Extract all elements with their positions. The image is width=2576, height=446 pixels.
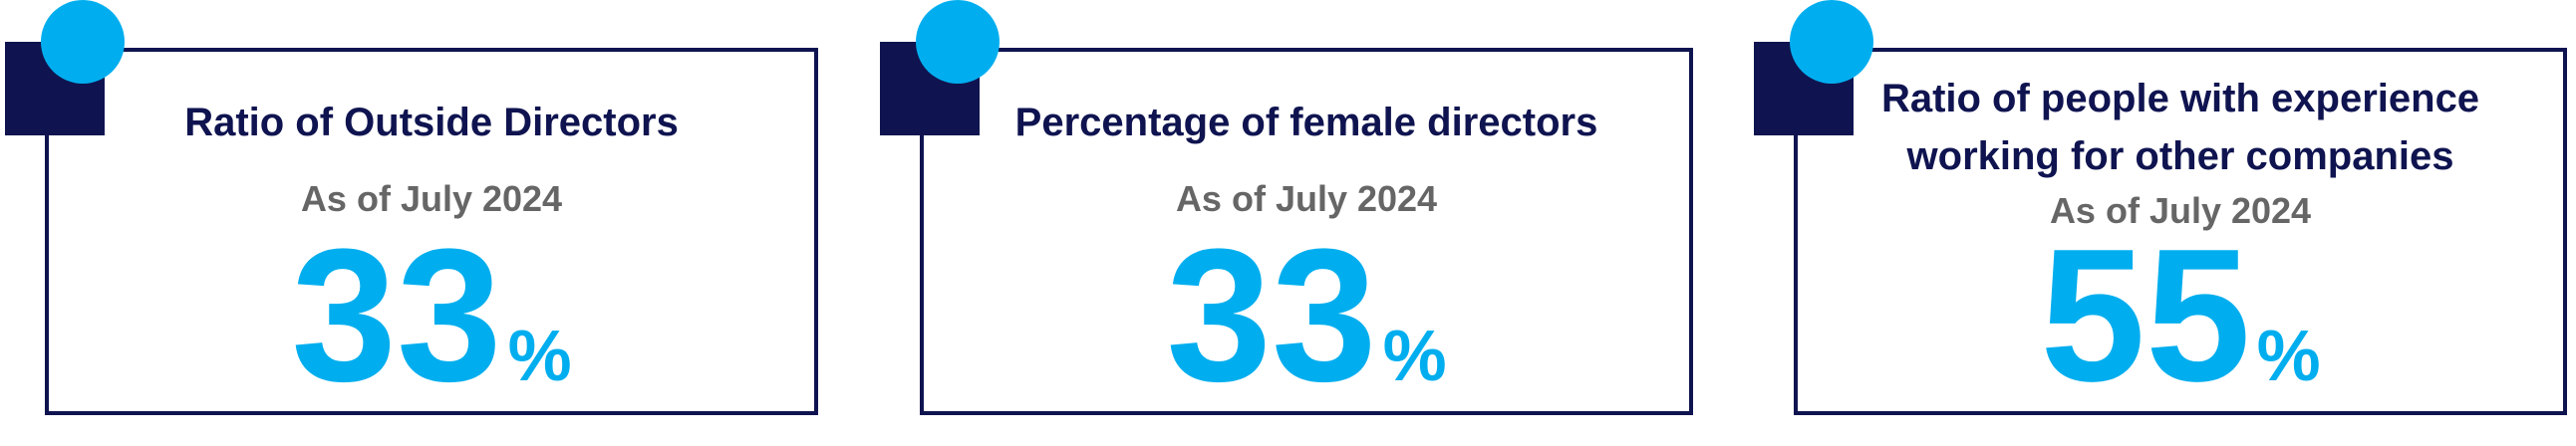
card: Percentage of female directors As of July…: [880, 0, 1693, 421]
card-border: [45, 48, 818, 415]
corner-circle: [916, 0, 1000, 84]
corner-circle: [1790, 0, 1873, 84]
card-title: Ratio of Outside Directors: [184, 101, 679, 144]
card: Ratio of Outside Directors As of July 202…: [5, 0, 818, 421]
card-unit: %: [508, 317, 572, 396]
card-border: [1794, 48, 2567, 415]
card-value-group: 55%: [2040, 210, 2320, 421]
card-title: working for other companies: [1906, 134, 2454, 178]
corner-circle: [41, 0, 125, 84]
card-unit: %: [1383, 317, 1447, 396]
card-unit: %: [2257, 317, 2321, 396]
card-value: 33: [1166, 210, 1376, 421]
card: Ratio of people with experience working f…: [1754, 0, 2567, 421]
card-border: [920, 48, 1693, 415]
card-title: Ratio of people with experience: [1881, 77, 2479, 120]
card-title: Percentage of female directors: [1015, 101, 1598, 144]
card-value-group: 33%: [1166, 210, 1446, 421]
card-subtitle: As of July 2024: [2050, 190, 2311, 231]
card-subtitle: As of July 2024: [301, 178, 562, 219]
card-value-group: 33%: [291, 210, 571, 421]
card-value: 55: [2040, 210, 2250, 421]
card-subtitle: As of July 2024: [1176, 178, 1437, 219]
card-value: 33: [291, 210, 501, 421]
